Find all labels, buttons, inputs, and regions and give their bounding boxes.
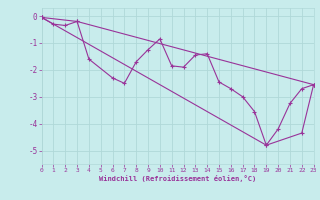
- X-axis label: Windchill (Refroidissement éolien,°C): Windchill (Refroidissement éolien,°C): [99, 175, 256, 182]
